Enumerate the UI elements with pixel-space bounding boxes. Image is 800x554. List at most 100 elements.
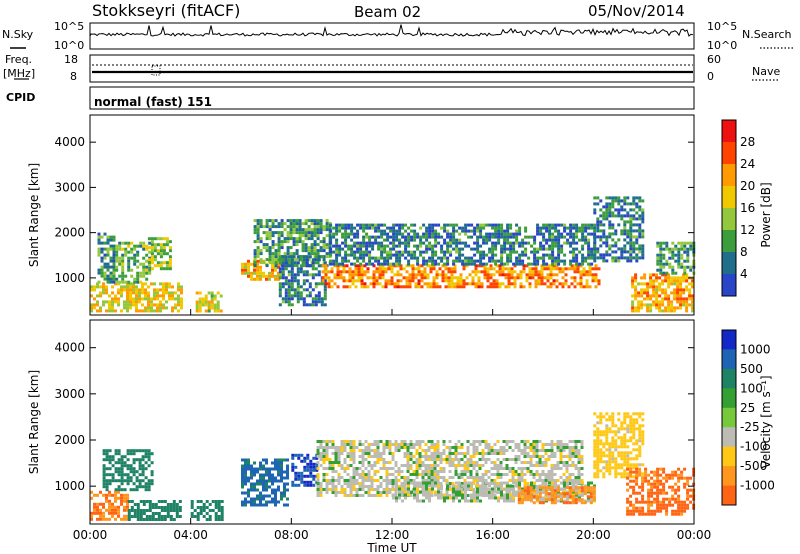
power-cell xyxy=(392,226,396,230)
power-cell xyxy=(338,244,342,248)
power-cell xyxy=(557,262,561,266)
velocity-cell xyxy=(132,473,136,477)
power-cell xyxy=(213,309,217,313)
power-cell xyxy=(593,211,597,215)
power-cell xyxy=(284,282,288,286)
power-cell xyxy=(159,300,162,304)
velocity-cell xyxy=(403,464,407,467)
velocity-cell xyxy=(599,433,603,437)
power-cell xyxy=(474,267,478,271)
velocity-cell xyxy=(496,467,500,470)
power-cell xyxy=(680,247,684,251)
velocity-cell xyxy=(596,433,600,437)
power-cell xyxy=(121,259,125,263)
power-cell xyxy=(623,214,627,218)
velocity-cell xyxy=(312,465,316,469)
power-cell xyxy=(314,282,318,286)
velocity-cell xyxy=(334,446,338,449)
power-cell xyxy=(575,253,579,257)
velocity-cell xyxy=(355,470,359,473)
velocity-cell xyxy=(259,497,262,501)
power-cell xyxy=(195,306,199,310)
power-cell xyxy=(377,244,381,248)
power-cell xyxy=(599,244,603,248)
power-cell xyxy=(127,262,131,266)
power-cell xyxy=(336,267,340,271)
velocity-cell xyxy=(265,485,268,489)
power-cell xyxy=(336,273,340,277)
power-cell xyxy=(165,285,168,289)
velocity-cell xyxy=(376,452,380,455)
power-colorbar-swatch xyxy=(722,120,736,143)
power-cell xyxy=(536,232,540,236)
power-cell xyxy=(652,282,656,286)
velocity-cell xyxy=(466,467,470,470)
power-cell xyxy=(489,273,493,277)
power-cell xyxy=(503,232,507,236)
power-cell xyxy=(426,273,430,277)
power-cell xyxy=(368,241,372,245)
power-cell xyxy=(244,271,247,275)
power-cell xyxy=(268,258,272,262)
power-cell xyxy=(126,300,129,304)
power-cell xyxy=(354,273,358,277)
power-cell xyxy=(533,256,537,260)
power-cell xyxy=(452,226,456,230)
power-cell xyxy=(464,232,468,236)
velocity-cell xyxy=(593,460,597,464)
velocity-cell xyxy=(352,449,356,452)
velocity-cell xyxy=(120,467,124,471)
power-cell xyxy=(634,294,638,298)
velocity-cell xyxy=(163,515,167,518)
power-cell xyxy=(171,309,174,313)
power-cell xyxy=(410,235,414,239)
velocity-cell xyxy=(364,452,368,455)
velocity-cell xyxy=(541,473,545,476)
power-cell xyxy=(180,297,183,301)
velocity-cell xyxy=(392,496,395,500)
velocity-cell xyxy=(454,449,458,452)
power-cell xyxy=(596,217,600,221)
power-cell xyxy=(479,223,483,227)
power-cell xyxy=(295,240,299,244)
power-cell xyxy=(103,247,107,251)
power-cell xyxy=(353,235,357,239)
velocity-cell xyxy=(520,476,524,479)
velocity-cell xyxy=(271,473,274,477)
power-cell xyxy=(461,226,465,230)
power-cell xyxy=(560,232,564,236)
power-cell xyxy=(674,271,678,275)
power-cell xyxy=(375,270,379,274)
power-cell xyxy=(593,232,597,236)
power-cell xyxy=(452,241,456,245)
velocity-cell xyxy=(309,459,313,463)
velocity-cell xyxy=(388,491,392,494)
velocity-cell xyxy=(322,461,326,464)
power-cell xyxy=(449,223,453,227)
power-cell xyxy=(581,253,585,257)
velocity-cell xyxy=(511,479,515,482)
velocity-cell xyxy=(430,467,434,470)
velocity-cell xyxy=(446,481,449,485)
velocity-cell xyxy=(517,458,521,461)
velocity-cell xyxy=(506,499,509,503)
power-cell xyxy=(162,237,166,241)
power-cell xyxy=(296,267,300,271)
power-cell xyxy=(518,262,522,266)
power-cell xyxy=(168,264,172,268)
power-cell xyxy=(398,241,402,245)
power-cell xyxy=(322,240,326,244)
power-cell xyxy=(558,270,562,274)
power-cell xyxy=(121,247,125,251)
power-cell xyxy=(216,291,220,295)
velocity-cell xyxy=(553,498,557,502)
velocity-cell xyxy=(291,483,295,487)
power-cell xyxy=(521,244,525,248)
velocity-cell xyxy=(388,446,392,449)
power-cell xyxy=(662,247,666,251)
power-cell xyxy=(497,223,501,227)
velocity-cell xyxy=(502,446,506,449)
power-cell xyxy=(474,285,478,289)
power-cell xyxy=(536,262,540,266)
velocity-cell xyxy=(575,490,578,494)
